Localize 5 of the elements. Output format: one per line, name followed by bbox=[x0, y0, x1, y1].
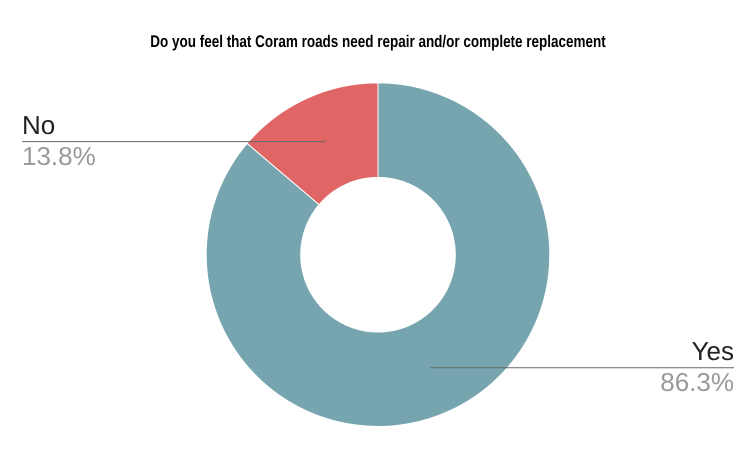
chart-title: Do you feel that Coram roads need repair and/or complete replacement bbox=[150, 32, 606, 52]
slice-label: Yes bbox=[692, 336, 734, 366]
data-label: 86.3% bbox=[660, 366, 734, 397]
data-label: 13.8% bbox=[22, 140, 96, 171]
slice-label: No bbox=[22, 110, 56, 140]
